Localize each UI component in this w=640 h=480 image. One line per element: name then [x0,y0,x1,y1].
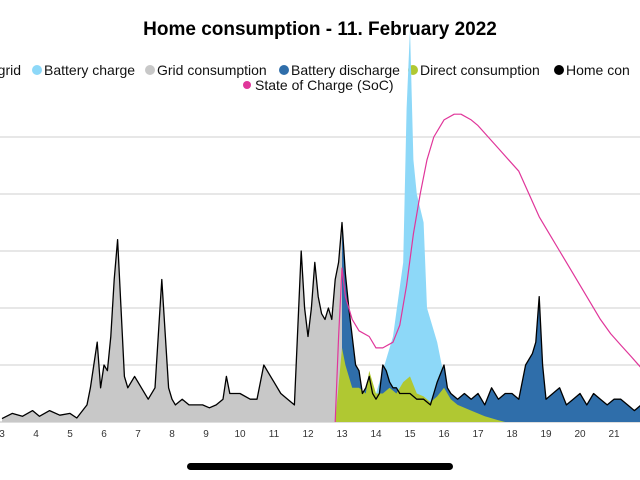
x-tick-label: 15 [404,429,416,440]
x-tick-label: 19 [540,429,552,440]
legend-label-home-consumption: Home con [566,62,630,78]
legend-label-battery-discharge: Battery discharge [291,62,400,78]
x-tick-label: 7 [135,429,141,440]
x-tick-label: 4 [33,429,39,440]
x-tick-label: 13 [336,429,348,440]
x-tick-label: 9 [203,429,209,440]
x-tick-label: 18 [506,429,518,440]
x-tick-label: 21 [608,429,620,440]
area-grid-consumption [2,222,342,422]
line-state-of-charge [334,113,640,423]
legend-label-grid-consumption: Grid consumption [157,62,267,78]
area-direct-consumption [335,347,506,422]
legend-marker [243,81,251,89]
x-tick-label: 20 [574,429,586,440]
x-tick-label: 11 [269,429,280,440]
x-tick-label: 5 [67,429,73,440]
series-areas [2,28,640,422]
series-lines [1,113,640,423]
line-home-consumption [1,221,640,420]
x-tick-label: 10 [234,429,246,440]
legend-label-direct-consumption: Direct consumption [420,62,540,78]
chart-title: Home consumption - 11. February 2022 [143,19,497,40]
x-axis-ticks: 3 4 5 6 7 8 9 10 11 12 13 14 15 16 17 18 19 20 21 [0,429,620,440]
x-tick-label: 14 [370,429,382,440]
x-tick-label: 8 [169,429,175,440]
x-tick-label: 6 [101,429,107,440]
legend-marker [32,65,42,75]
x-tick-label: 3 [0,429,5,440]
legend-marker [279,65,289,75]
legend-label-to-grid: o grid [0,62,21,78]
legend-marker [554,65,564,75]
home-indicator-bar[interactable] [187,463,453,470]
legend: o grid Battery charge Grid consumption Batt… [0,62,630,93]
legend-label-state-of-charge: State of Charge (SoC) [255,77,394,93]
area-battery-charge [342,28,461,422]
legend-marker [145,65,155,75]
x-tick-label: 16 [438,429,450,440]
x-tick-label: 12 [302,429,314,440]
legend-label-battery-charge: Battery charge [44,62,135,78]
x-tick-label: 17 [472,429,484,440]
